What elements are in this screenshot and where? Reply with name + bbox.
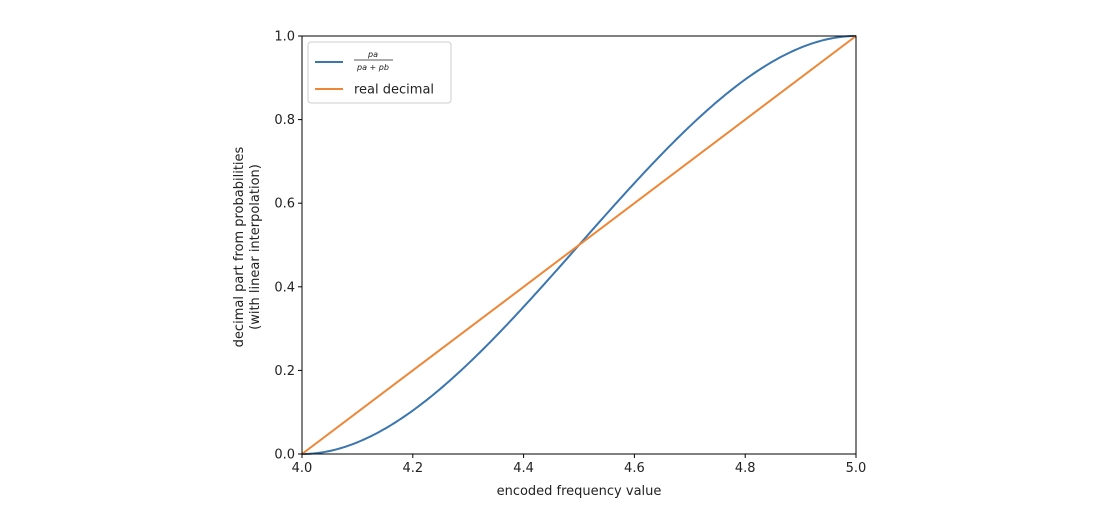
legend: pa pa + pb real decimal [307,41,452,104]
x-tick-label: 4.6 [624,461,645,476]
x-tick-label: 4.8 [735,461,756,476]
plot-lines [301,35,857,455]
y-axis-label-line1: decimal part from probabilities [232,146,247,347]
y-tick-label: 0.6 [274,197,295,212]
x-tick-label: 4.2 [402,461,423,476]
x-axis-label: encoded frequency value [497,484,662,499]
legend-label-probability-denominator: pa + pb [356,63,389,72]
legend-box [307,41,452,104]
x-tick-label: 4.4 [513,461,534,476]
y-axis-label-line2: (with linear interpolation) [248,164,263,330]
y-tick-label: 1.0 [274,30,295,45]
plot-frame [301,35,857,455]
x-tick-label: 5.0 [846,461,867,476]
y-tick-label: 0.4 [274,280,295,295]
y-axis: 0.0 0.2 0.4 0.6 0.8 1.0 [274,30,302,463]
legend-label-real-decimal: real decimal [354,83,434,98]
legend-label-probability-numerator: pa [367,50,378,59]
y-tick-label: 0.8 [274,113,295,128]
series-line-1 [301,35,857,455]
x-tick-label: 4.0 [292,461,313,476]
y-tick-label: 0.0 [274,448,295,463]
y-axis-label: decimal part from probabilities (with li… [232,146,263,347]
x-axis: 4.0 4.2 4.4 4.6 4.8 5.0 [292,454,867,476]
y-tick-label: 0.2 [274,364,295,379]
